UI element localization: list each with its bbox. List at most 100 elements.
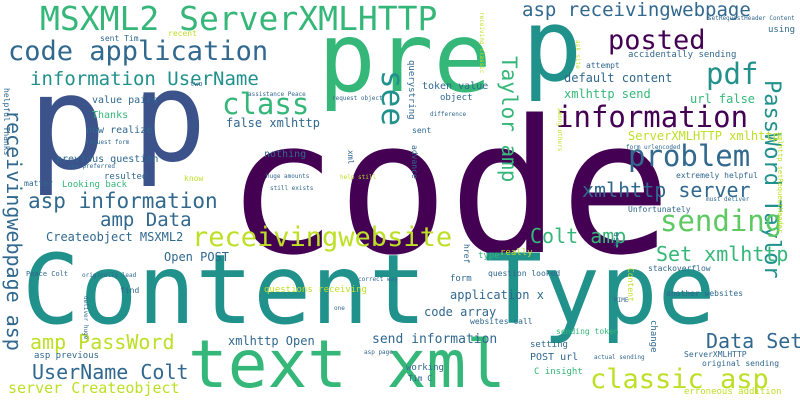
word-asp-information: asp information bbox=[28, 189, 218, 213]
word-websites-call: websites call bbox=[470, 317, 533, 326]
word-recent: recent bbox=[168, 29, 197, 38]
word-serverxmlhttp: ServerXMLHTTP bbox=[684, 350, 747, 359]
word-change: change bbox=[648, 320, 658, 353]
word-actual-sending: actual sending bbox=[594, 354, 645, 361]
word-xmlhttp-open: xmlhttp Open bbox=[228, 334, 315, 348]
word-token-value: token value bbox=[422, 81, 489, 92]
word-receiving-classic: receiving classic bbox=[478, 12, 485, 74]
word-extremely-helpful: extremely helpful bbox=[676, 171, 758, 180]
word-href: href bbox=[462, 244, 471, 264]
word-among-others: among others bbox=[556, 108, 563, 152]
word-using: using bbox=[768, 25, 796, 35]
word-p-3: p bbox=[522, 0, 583, 104]
word-stackoverflow: stackoverflow bbox=[648, 264, 711, 273]
word-p-1: p bbox=[28, 47, 107, 199]
word-taylor-amp: Taylor amp bbox=[497, 56, 521, 183]
word-server-createobject: server Createobject bbox=[8, 379, 180, 397]
word-password-taylor: PassWord Taylor bbox=[759, 80, 784, 279]
word-send-information: send information bbox=[372, 332, 498, 347]
word-type: type bbox=[478, 251, 500, 261]
word-thanks: Thanks bbox=[92, 110, 129, 121]
word-originally-lead: originally lead bbox=[82, 272, 137, 279]
word-c-insight: C insight bbox=[534, 367, 583, 377]
word-code: code bbox=[226, 80, 672, 296]
word-original-sending: original sending bbox=[702, 359, 780, 368]
word-code-application: code application bbox=[8, 36, 269, 67]
word-content: Content bbox=[626, 268, 635, 302]
word-sent: sent bbox=[412, 126, 432, 135]
word-serverxmlhttp-xmlhttp: ServerXMLHTTP xmlhttp bbox=[628, 129, 780, 143]
word-colt-amp: Colt amp bbox=[530, 224, 627, 248]
word-xmlhttp-setrequestheader: xmlhttp setRequestHeader bbox=[776, 132, 784, 234]
word-help-still: help still bbox=[340, 174, 377, 181]
word-xmlhttp-server: xmlhttp server bbox=[582, 178, 751, 202]
word-xml: xml bbox=[346, 150, 355, 165]
word-p-2: p bbox=[132, 46, 207, 190]
word-correct-way: correct way bbox=[358, 276, 398, 283]
word-false-xmlhttp: false xmlhttp bbox=[226, 116, 320, 130]
word-value-pairs: value pairs bbox=[92, 95, 159, 106]
word-accidentally-sending: accidentally sending bbox=[628, 50, 737, 60]
word-default-content: default content bbox=[564, 71, 673, 85]
word-application-x: application x bbox=[450, 288, 544, 302]
word-see: see bbox=[374, 70, 410, 126]
word-questions-receiving: questions receiving bbox=[264, 285, 367, 295]
word-class: class bbox=[222, 87, 310, 121]
word-another-websites: another websites bbox=[666, 289, 744, 298]
word-helpful-thanks: helpful Thanks bbox=[2, 88, 11, 156]
word-createobject-msxml2: Createobject MSXML2 bbox=[46, 230, 184, 244]
word-asp-page: asp page bbox=[364, 349, 393, 356]
word-posted: posted bbox=[608, 25, 706, 56]
word-code-array: code array bbox=[424, 305, 497, 319]
word-setting: setting bbox=[530, 340, 568, 350]
word-ask: ask bbox=[612, 232, 621, 247]
word-sending: sending bbox=[660, 204, 783, 238]
word-nothing: nothing bbox=[264, 149, 307, 160]
word-pre: pre bbox=[318, 2, 492, 114]
word-username-colt: UserName Colt bbox=[32, 360, 189, 384]
word-deliver-huge: deliver huge bbox=[82, 296, 89, 340]
word-ask-site: ask site bbox=[574, 40, 581, 69]
word-asp-receivingwebpage: asp receivingwebpage bbox=[522, 0, 751, 21]
word-receivingwebsite: receivingwebsite bbox=[192, 222, 453, 253]
word-now-realize: now realize bbox=[86, 125, 153, 136]
word-two: two bbox=[190, 80, 203, 88]
word-erroneous-addition: erroneous addition bbox=[684, 387, 782, 397]
word-text-xml: text xml bbox=[188, 326, 506, 400]
word-difference: difference bbox=[430, 111, 467, 118]
word-request-form: request form bbox=[86, 139, 130, 146]
word-looking-back: Looking back bbox=[62, 180, 128, 190]
word-still-exists: still exists bbox=[270, 185, 314, 192]
word-assistance-peace: assistance Peace bbox=[248, 91, 306, 98]
word-really: really bbox=[500, 248, 533, 258]
word-unfortunately: Unfortunately bbox=[628, 205, 691, 214]
word-msxml2-serverxmlhttp: MSXML2 ServerXMLHTTP bbox=[40, 0, 438, 38]
word-open-post: Open POST bbox=[164, 250, 230, 264]
word-one: one bbox=[334, 305, 345, 312]
word-know: know bbox=[184, 174, 204, 183]
word-resulted: resulted bbox=[104, 172, 148, 182]
word-one-preferred: one preferred bbox=[68, 163, 115, 170]
word-working: working bbox=[406, 363, 444, 373]
word-amp-data: amp Data bbox=[100, 209, 192, 231]
word-request-object: request object bbox=[332, 95, 383, 102]
word-huge-amounts: huge amounts bbox=[266, 173, 310, 180]
word-question-looked: question looked bbox=[488, 269, 561, 278]
word-tim-c: Tim C bbox=[408, 374, 433, 383]
word-setrequestheader-content: setRequestHeader Content bbox=[708, 15, 795, 22]
word-information-username: information UserName bbox=[30, 68, 259, 90]
word-sending-token: sending token bbox=[556, 327, 619, 336]
word-attempt: attempt bbox=[586, 61, 620, 70]
word-sent-tim: sent Tim bbox=[100, 34, 139, 43]
word-amp-password: amp PassWord bbox=[30, 330, 175, 354]
word-url-false: url false bbox=[690, 92, 756, 106]
word-advance: advance bbox=[410, 145, 419, 179]
word-set-xmlhttp: Set xmlhttp bbox=[656, 242, 789, 266]
word-problem: problem bbox=[628, 139, 751, 173]
word-form-urlencoded: form urlencoded bbox=[626, 144, 681, 151]
word-content-type: Content Type bbox=[22, 234, 716, 346]
word-data-set: Data Set bbox=[706, 329, 800, 353]
word-post-url: POST url bbox=[530, 352, 579, 363]
word-matter: matter bbox=[24, 179, 53, 188]
